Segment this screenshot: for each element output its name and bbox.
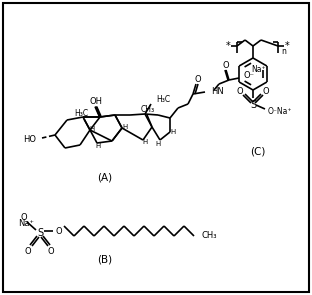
Text: S: S <box>37 228 43 238</box>
Text: H: H <box>142 139 148 145</box>
Text: CH₃: CH₃ <box>202 232 217 240</box>
Text: n: n <box>281 47 286 55</box>
Text: H₃C: H₃C <box>156 96 170 104</box>
Text: O⁻Na⁺: O⁻Na⁺ <box>268 106 293 116</box>
Text: O: O <box>223 60 229 70</box>
Text: (C): (C) <box>250 147 266 157</box>
Text: H: H <box>89 126 95 132</box>
Text: O⁻: O⁻ <box>243 71 254 79</box>
Text: O: O <box>21 214 27 222</box>
Text: H: H <box>95 143 101 149</box>
Text: (A): (A) <box>97 172 113 182</box>
Text: O: O <box>237 86 243 96</box>
Text: HO: HO <box>23 135 36 143</box>
Text: O: O <box>48 247 54 255</box>
Text: Na⁺: Na⁺ <box>251 65 266 73</box>
Text: OH: OH <box>90 98 103 106</box>
Text: *: * <box>285 41 289 51</box>
Text: *: * <box>226 41 230 51</box>
Text: Na⁺: Na⁺ <box>18 219 34 227</box>
Text: O: O <box>56 227 63 235</box>
Text: H₃C: H₃C <box>74 109 88 119</box>
Text: CH₃: CH₃ <box>141 106 155 114</box>
Text: O: O <box>25 247 31 255</box>
Text: O: O <box>195 75 201 83</box>
Polygon shape <box>95 107 101 116</box>
Text: H: H <box>155 141 161 147</box>
Text: HN: HN <box>211 86 224 96</box>
Text: O: O <box>263 86 269 96</box>
Text: S: S <box>250 100 256 110</box>
Text: H: H <box>122 124 128 130</box>
Text: H: H <box>170 129 176 135</box>
Text: (B): (B) <box>97 255 113 265</box>
